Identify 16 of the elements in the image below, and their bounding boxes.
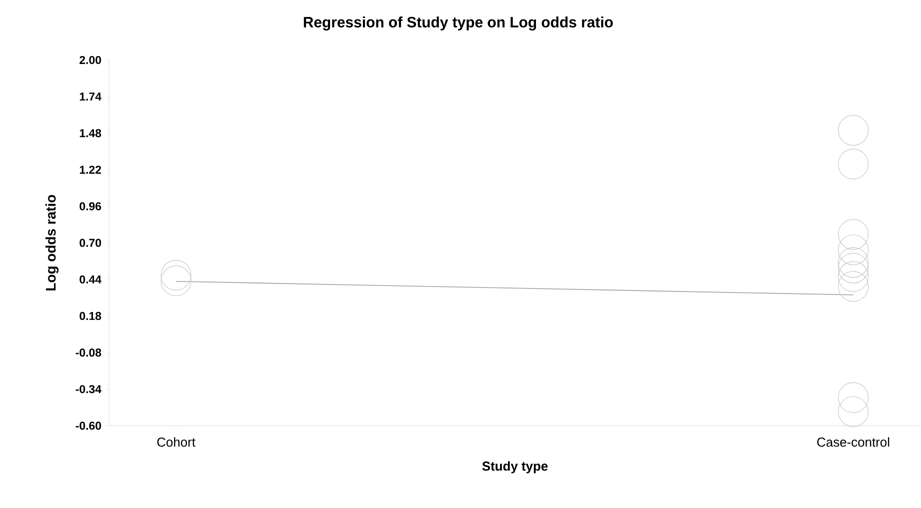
y-tick-label: 0.96 bbox=[80, 202, 102, 210]
y-tick-label: 1.22 bbox=[80, 166, 102, 174]
y-tick-label: -0.34 bbox=[76, 385, 102, 394]
y-tick-label: 0.70 bbox=[80, 238, 102, 247]
y-tick-label: 0.44 bbox=[80, 275, 102, 284]
x-tick-label: Case-control bbox=[817, 437, 890, 447]
chart-title: Regression of Study type on Log odds ratio bbox=[304, 16, 613, 31]
y-tick-label: 0.18 bbox=[80, 312, 102, 320]
y-tick-label: -0.08 bbox=[76, 348, 102, 357]
x-axis-title: Study type bbox=[482, 461, 548, 474]
y-axis-title: Log odds ratio bbox=[45, 194, 59, 290]
y-tick-label: -0.60 bbox=[76, 422, 102, 430]
y-tick-label: 2.00 bbox=[80, 56, 102, 64]
y-tick-label: 1.48 bbox=[80, 129, 102, 138]
x-tick-label: Cohort bbox=[157, 437, 196, 447]
y-tick-label: 1.74 bbox=[80, 92, 102, 101]
